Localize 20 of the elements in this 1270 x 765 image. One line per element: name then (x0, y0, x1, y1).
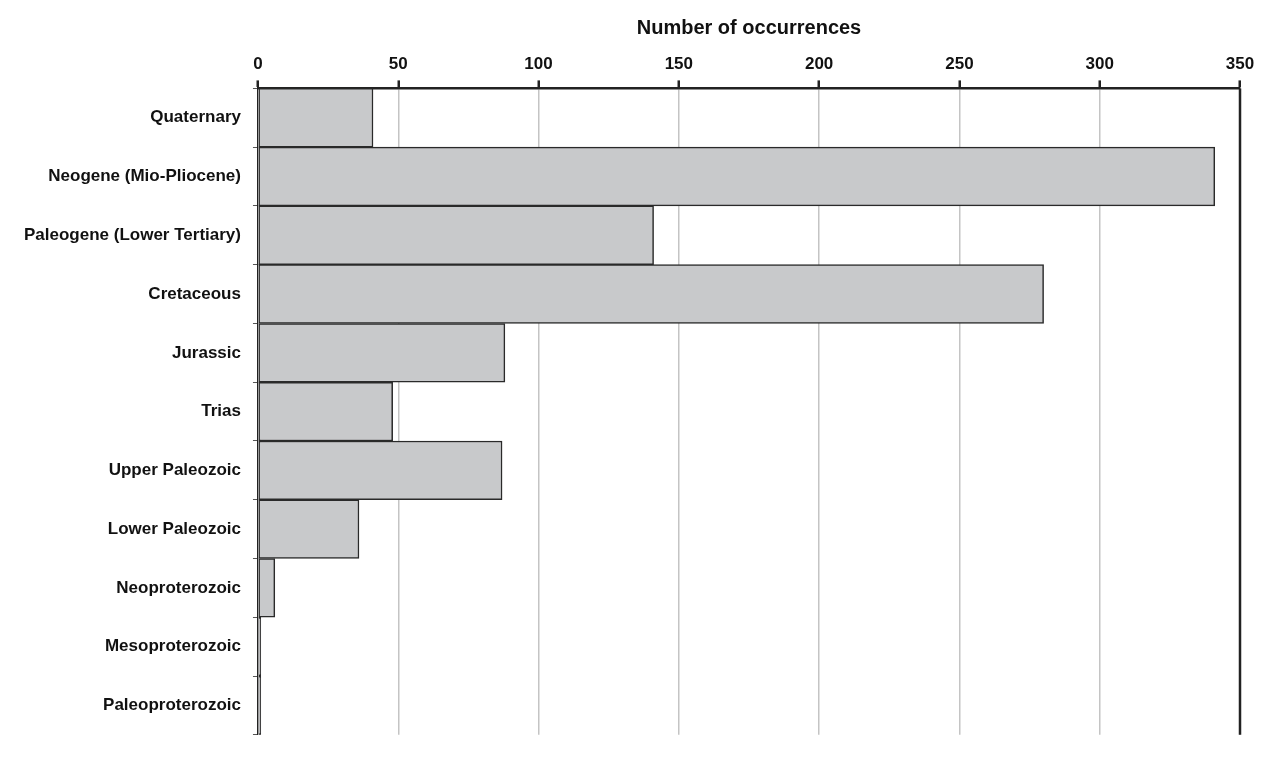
x-tick-label: 50 (388, 53, 408, 73)
y-tick-label: Jurassic (171, 342, 241, 362)
x-tick-label: 0 (253, 53, 263, 73)
x-tick-label: 150 (664, 53, 694, 73)
y-tick-label: Paleoproterozoic (103, 695, 241, 715)
x-axis-title: Number of occurrences (636, 15, 862, 38)
y-tick-label: Paleogene (Lower Tertiary) (24, 225, 241, 244)
y-tick-label: Trias (201, 401, 241, 421)
x-tick-label: 300 (1085, 53, 1114, 73)
y-tick-label: Quaternary (150, 107, 242, 127)
y-tick-label: Upper Paleozoic (108, 460, 241, 480)
y-tick-label: Lower Paleozoic (107, 518, 241, 538)
x-tick-label: 100 (524, 53, 553, 73)
y-tick-label: Neogene (Mio-Pliocene) (48, 166, 241, 186)
x-tick-label: 350 (1225, 53, 1255, 73)
y-tick-label: Neoproterozoic (116, 577, 241, 597)
y-tick-label: Cretaceous (148, 283, 241, 303)
x-tick-label: 200 (804, 53, 834, 73)
y-tick-label: Mesoproterozoic (104, 636, 241, 656)
x-tick-label: 250 (945, 53, 974, 73)
